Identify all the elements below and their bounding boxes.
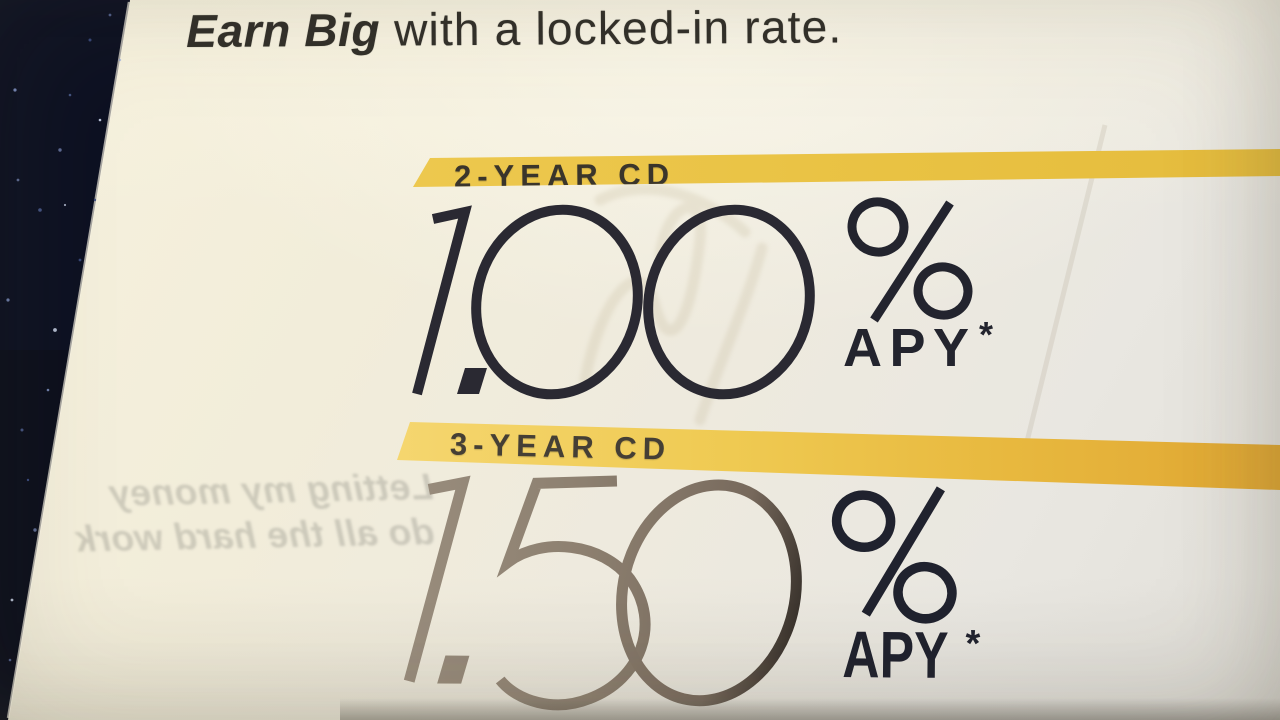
dark-table-backdrop [0, 0, 131, 720]
backdrop-shape [0, 0, 130, 720]
digit-zero [471, 204, 643, 400]
term-label-2-year: 2-YEAR CD [453, 157, 676, 194]
footnote-asterisk: * [979, 314, 993, 355]
decimal-point [437, 655, 470, 684]
footnote-asterisk: * [965, 623, 980, 665]
digit-zero [616, 479, 802, 707]
term-label-3-year: 3-YEAR CD [449, 426, 672, 467]
digit-one [412, 205, 472, 396]
ghost-line: do all the hard work [74, 511, 435, 560]
percent-sign [847, 197, 973, 323]
digit-one [403, 475, 471, 683]
backdrop-sheen [0, 0, 130, 350]
term-banner-2-year-cd: 2-YEAR CD [413, 149, 1280, 187]
headline: Earn Big with a locked-in rate. [186, 0, 843, 58]
ghost-line: Letting my money [108, 466, 434, 514]
headline-emphasis: Earn Big [186, 3, 381, 57]
rate-figure-3-year: APY * [403, 475, 981, 711]
headline-rest: with a locked-in rate. [379, 0, 843, 56]
percent-sign [831, 486, 957, 624]
decimal-point [457, 368, 487, 394]
digit-five [495, 475, 651, 711]
speckle-field [6, 13, 122, 662]
apy-label: APY [842, 617, 949, 692]
paper-edge [6, 1, 131, 719]
digit-zero [643, 204, 815, 400]
apy-label: APY [843, 318, 969, 378]
ghost-showthrough-text: Letting my money do all the hard work [61, 464, 435, 562]
rate-figure-2-year: APY * [412, 197, 993, 400]
